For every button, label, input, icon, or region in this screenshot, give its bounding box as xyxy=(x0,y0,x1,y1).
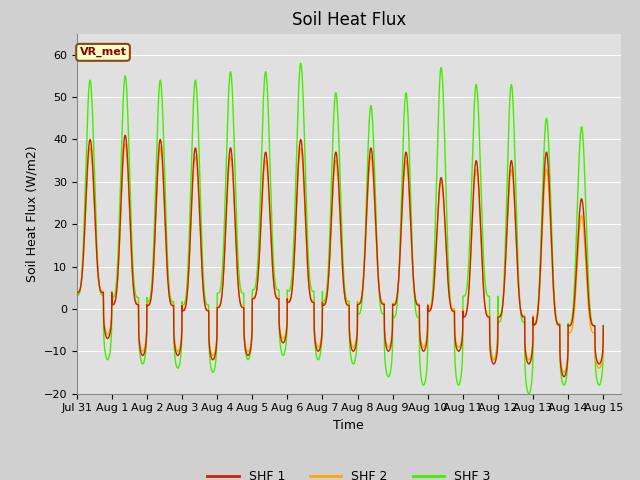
Text: VR_met: VR_met xyxy=(79,47,127,58)
X-axis label: Time: Time xyxy=(333,419,364,432)
Title: Soil Heat Flux: Soil Heat Flux xyxy=(292,11,406,29)
Legend: SHF 1, SHF 2, SHF 3: SHF 1, SHF 2, SHF 3 xyxy=(202,465,495,480)
Y-axis label: Soil Heat Flux (W/m2): Soil Heat Flux (W/m2) xyxy=(25,145,38,282)
